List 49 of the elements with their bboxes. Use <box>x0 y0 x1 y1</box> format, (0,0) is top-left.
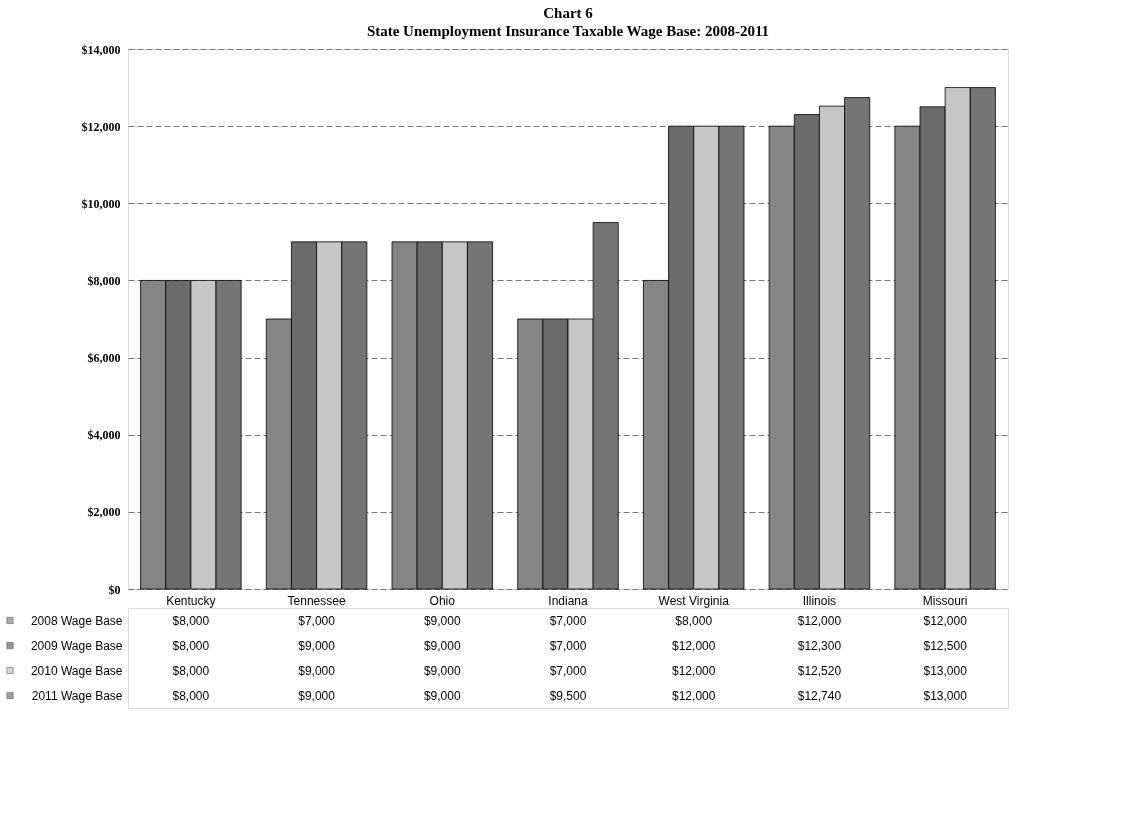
data-label: $12,000 <box>923 613 968 628</box>
x-tick-label: Missouri <box>922 593 968 608</box>
x-tick-label: Illinois <box>802 593 837 608</box>
data-label: $7,000 <box>549 663 587 678</box>
y-tick-label: $0 <box>108 582 121 597</box>
data-label: $7,000 <box>549 613 587 628</box>
data-label: $9,000 <box>298 663 336 678</box>
chart-subtitle: State Unemployment Insurance Taxable Wage Base: 2008-2011 <box>366 23 770 39</box>
data-label: $12,520 <box>797 663 842 678</box>
y-tick-label: $8,000 <box>87 273 121 288</box>
data-label: $12,000 <box>672 688 716 703</box>
data-label: $12,500 <box>923 638 968 653</box>
y-tick-label: $4,000 <box>87 428 121 443</box>
y-tick-label: $14,000 <box>81 42 121 57</box>
y-tick-label: $12,000 <box>81 119 121 134</box>
data-label: $12,000 <box>797 613 842 628</box>
data-label: $8,000 <box>172 638 210 653</box>
x-tick-label: Ohio <box>429 593 456 608</box>
data-label: $8,000 <box>172 613 210 628</box>
legend-label: 2010 Wage Base <box>30 664 123 678</box>
x-tick-label: Tennessee <box>287 593 346 608</box>
data-label: $12,740 <box>797 688 842 703</box>
x-tick-label: Kentucky <box>166 593 216 608</box>
data-label: $13,000 <box>923 663 968 678</box>
y-tick-label: $2,000 <box>87 505 121 520</box>
x-tick-label: West Virginia <box>658 593 730 608</box>
legend-label: 2009 Wage Base <box>30 639 123 653</box>
data-label: $9,000 <box>423 613 461 628</box>
data-label: $13,000 <box>923 688 968 703</box>
data-label: $7,000 <box>298 613 336 628</box>
data-label: $7,000 <box>549 638 587 653</box>
data-label: $9,000 <box>423 663 461 678</box>
data-label: $9,000 <box>423 688 461 703</box>
data-label: $9,000 <box>298 688 336 703</box>
data-label: $9,500 <box>549 688 587 703</box>
data-label: $12,000 <box>672 663 716 678</box>
y-tick-label: $10,000 <box>81 196 121 211</box>
data-label: $8,000 <box>675 613 713 628</box>
data-label: $9,000 <box>298 638 336 653</box>
legend-label: 2008 Wage Base <box>30 614 123 628</box>
data-label: $12,000 <box>672 638 716 653</box>
data-label: $12,300 <box>797 638 842 653</box>
legend-label: 2011 Wage Base <box>31 689 123 703</box>
data-label: $9,000 <box>423 638 461 653</box>
data-label: $8,000 <box>172 688 210 703</box>
chart-title: Chart 6 <box>543 5 594 21</box>
x-tick-label: Indiana <box>548 593 589 608</box>
data-label: $8,000 <box>172 663 210 678</box>
y-tick-label: $6,000 <box>87 351 121 366</box>
